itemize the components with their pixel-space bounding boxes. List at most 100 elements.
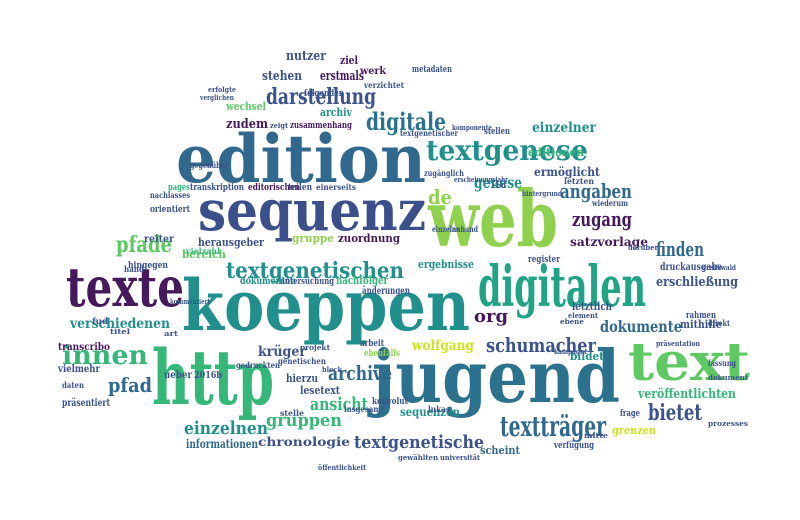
word: texte (66, 255, 184, 319)
word: sequenzen (400, 405, 460, 419)
word: digitale (366, 107, 446, 136)
word: fassung (708, 358, 736, 368)
word: block (322, 365, 342, 374)
word: dokumente (600, 317, 682, 336)
word: informationen (186, 437, 258, 451)
word: reiter (144, 234, 175, 245)
word: präsentiert (62, 398, 110, 409)
word: erscheinungsjahr (454, 175, 508, 184)
word: satzvorlage (570, 235, 648, 249)
word: verglichen (199, 93, 234, 102)
word: präsentation (656, 339, 700, 348)
word: transkription (190, 183, 244, 193)
word: textgenetischer (400, 128, 459, 138)
word: wechsel (225, 100, 266, 113)
word: zugang (572, 207, 632, 231)
word: bereich (182, 248, 226, 261)
word: editorischen (248, 183, 300, 193)
word: greifswald (702, 263, 736, 272)
word: jugend (367, 334, 620, 419)
word: hierzu (286, 372, 318, 385)
word: dokument (708, 373, 749, 382)
word: zudem (226, 117, 268, 132)
word: text (628, 332, 750, 393)
word: druckausgabe (660, 262, 722, 273)
word: vielzahl (185, 246, 220, 256)
word: hingegen (128, 261, 168, 271)
word: koeppen (182, 264, 470, 347)
word: vielmehr (57, 364, 100, 375)
word: stellen (484, 127, 510, 137)
word: ergebnisse (418, 258, 474, 271)
word: gegenüber (190, 160, 229, 170)
word: chronologie (258, 435, 350, 449)
word: gruppen (266, 410, 342, 431)
word: verfügung (553, 440, 594, 451)
word: ebenfalls (364, 349, 400, 359)
word: stehen (262, 69, 302, 84)
word: verschiedenen (69, 316, 170, 332)
word: textgenetische (354, 432, 484, 453)
word: mitte (584, 431, 609, 440)
word: ansicht (310, 394, 369, 415)
word: öffentlichkeit (318, 463, 367, 472)
word: scheint (480, 444, 521, 457)
word: archiv (320, 106, 352, 119)
word: innen (62, 341, 148, 371)
word: gewählten (398, 453, 438, 462)
word: ermöglicht (534, 165, 600, 179)
word: digitalen (478, 254, 646, 320)
word: orientiert (150, 205, 191, 215)
word: veröffentlichten (637, 387, 736, 402)
word: einzelne (432, 224, 460, 234)
word: darstellung (266, 84, 376, 110)
word: erstmals (320, 69, 364, 84)
word: erschließung (656, 275, 738, 290)
word: ebd (492, 181, 506, 190)
word: sequenz (198, 178, 426, 244)
word: pfad (108, 373, 152, 397)
word: einzelnen (184, 418, 268, 439)
word: bildet (570, 350, 605, 363)
word: lukas (428, 404, 450, 414)
word: untersuchung (280, 277, 335, 287)
word: komponente (452, 123, 492, 132)
word: bietet (648, 400, 703, 426)
word: erfolgte (208, 85, 236, 94)
word: 2016b (194, 371, 222, 381)
word: ziel (340, 54, 358, 67)
word: zugänglich (424, 168, 464, 178)
word: art (164, 329, 179, 338)
word: fud (92, 316, 108, 326)
word: projekt (300, 343, 331, 352)
word: letztlich (572, 300, 612, 313)
word: hand (124, 264, 144, 274)
word: einzelner (532, 120, 597, 136)
word: web (427, 174, 558, 265)
word: zusammenhang (290, 121, 353, 131)
word: nachlasses (150, 190, 190, 200)
word: archive (328, 361, 392, 385)
word: transcribo (58, 342, 110, 353)
word: teilen (288, 183, 312, 193)
word: edition (176, 120, 426, 198)
word: de (428, 185, 452, 209)
word: element (568, 311, 599, 320)
word: frage (620, 409, 640, 419)
word: pfade (116, 232, 172, 258)
word: gedruckten (236, 360, 280, 370)
word: wiederum (591, 198, 628, 208)
word: krüger (258, 344, 307, 360)
word: dokumenten (240, 276, 297, 287)
word: herausgeber (198, 236, 264, 249)
word: einerseits (316, 182, 356, 192)
word: universität (440, 453, 481, 462)
word: hintergrund (522, 189, 562, 198)
word: direkt (708, 318, 730, 328)
word: insgesamt (344, 404, 384, 414)
word: nutzer (286, 49, 326, 64)
word: kampagne (554, 347, 588, 356)
word: letzten (564, 176, 594, 186)
